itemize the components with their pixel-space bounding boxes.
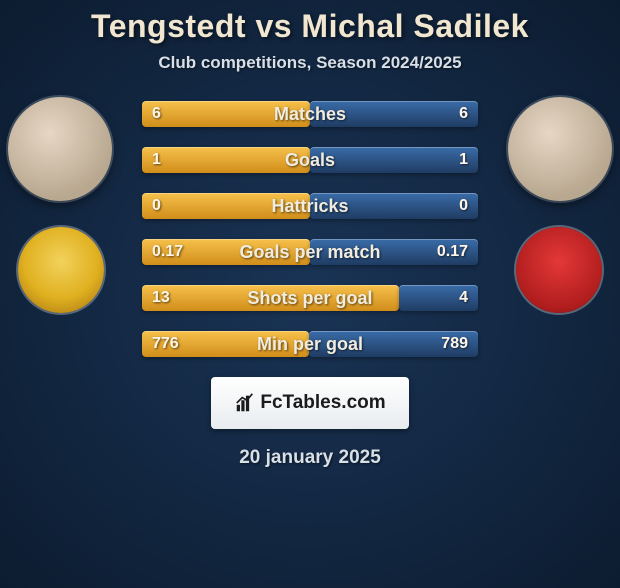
- player-avatar-right: [508, 97, 612, 201]
- chart-icon: [234, 392, 256, 414]
- stat-row: 776789Min per goal: [142, 331, 478, 357]
- date-label: 20 january 2025: [0, 447, 620, 469]
- bar-left: [142, 285, 399, 311]
- bar-left: [142, 331, 309, 357]
- bar-left: [142, 147, 310, 173]
- bar-right: [310, 101, 478, 127]
- stat-row: 66Matches: [142, 101, 478, 127]
- brand-label: FcTables.com: [260, 392, 385, 414]
- bar-right: [399, 285, 478, 311]
- player-avatar-left: [8, 97, 112, 201]
- bar-left: [142, 101, 310, 127]
- comparison-panel: 66Matches 11Goals 00Hattricks 0.170.17Goals…: [0, 97, 620, 357]
- page-title: Tengstedt vs Michal Sadilek: [0, 8, 620, 45]
- brand-badge: FcTables.com: [211, 377, 409, 429]
- bar-right: [310, 193, 478, 219]
- bar-right: [310, 147, 478, 173]
- page-subtitle: Club competitions, Season 2024/2025: [0, 53, 620, 73]
- stat-row: 00Hattricks: [142, 193, 478, 219]
- club-crest-right: [516, 227, 602, 313]
- stat-rows: 66Matches 11Goals 00Hattricks 0.170.17Goals…: [142, 97, 478, 357]
- bar-left: [142, 193, 310, 219]
- bar-right: [310, 239, 478, 265]
- bar-left: [142, 239, 310, 265]
- stat-row: 134Shots per goal: [142, 285, 478, 311]
- stat-row: 11Goals: [142, 147, 478, 173]
- stat-row: 0.170.17Goals per match: [142, 239, 478, 265]
- bar-right: [309, 331, 478, 357]
- club-crest-left: [18, 227, 104, 313]
